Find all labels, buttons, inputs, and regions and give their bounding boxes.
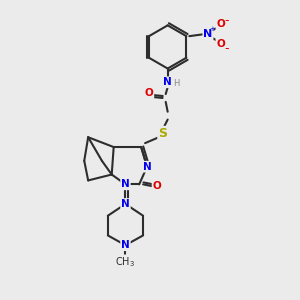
Text: N: N — [121, 199, 130, 209]
Text: N: N — [143, 162, 152, 172]
Text: H: H — [173, 79, 180, 88]
Text: N: N — [163, 77, 172, 87]
Text: -: - — [224, 14, 229, 27]
Text: CH$_3$: CH$_3$ — [116, 255, 136, 269]
Text: O: O — [216, 39, 225, 49]
Text: O: O — [145, 88, 153, 98]
Text: N: N — [121, 240, 130, 250]
Text: O: O — [152, 181, 161, 191]
Text: O: O — [216, 20, 225, 29]
Text: N: N — [121, 179, 130, 189]
Text: S: S — [158, 127, 167, 140]
Text: -: - — [224, 42, 229, 56]
Text: N: N — [203, 29, 213, 39]
Text: +: + — [209, 26, 215, 32]
